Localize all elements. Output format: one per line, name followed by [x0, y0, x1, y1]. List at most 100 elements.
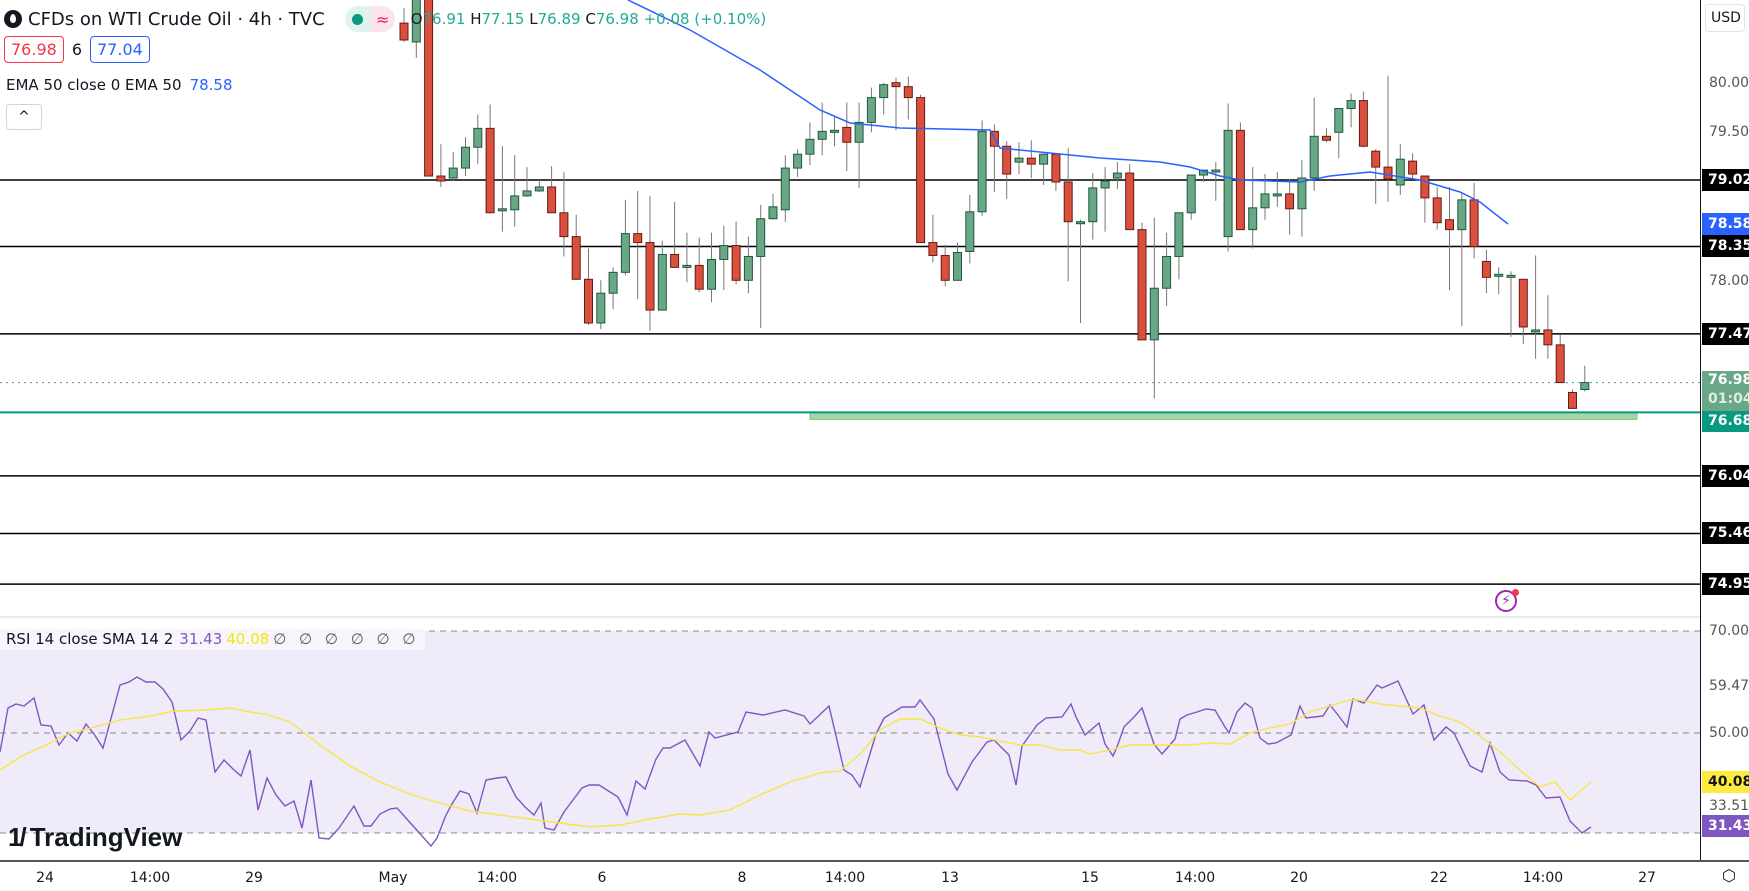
candle [1395, 158, 1405, 186]
candle [571, 236, 581, 280]
candle [817, 130, 827, 140]
candle [1420, 175, 1430, 199]
candle [473, 127, 483, 148]
candle [399, 22, 409, 41]
candle [1149, 287, 1159, 341]
candle [866, 97, 876, 123]
candle [780, 167, 790, 211]
candle [1088, 187, 1098, 223]
candle [1481, 260, 1491, 278]
candle [1248, 207, 1258, 231]
sell-button[interactable]: 76.98 [4, 36, 64, 63]
candle [1211, 169, 1221, 173]
candle [854, 121, 864, 143]
empty-values: ∅ ∅ ∅ ∅ ∅ ∅ [273, 630, 420, 648]
rsi-line [0, 676, 1592, 848]
price-label: 76.68 [1702, 410, 1749, 432]
candle [510, 195, 520, 211]
candle [891, 82, 901, 88]
time-axis[interactable]: 24 14:00 29 May 14:00 6 8 14:00 13 15 14:00 20 22 14:… [0, 860, 1749, 891]
candle [842, 126, 852, 143]
candle [1457, 199, 1467, 231]
price-change: +0.08 (+0.10%) [643, 10, 767, 28]
price-label: 79.02 [1702, 169, 1749, 191]
candle [1383, 166, 1393, 180]
candle [1285, 193, 1295, 210]
candle [1506, 274, 1516, 278]
candle [596, 292, 606, 324]
market-status-pill[interactable]: ≈ [344, 6, 395, 32]
flash-alert-icon[interactable]: ⚡ [1495, 589, 1519, 612]
candle [461, 146, 470, 169]
candle [1162, 255, 1172, 289]
main-price-pane[interactable] [0, 0, 1700, 618]
candle [682, 264, 692, 268]
candlestick-chart[interactable] [0, 0, 1700, 618]
candle [1026, 157, 1036, 165]
candle [731, 245, 741, 281]
candle [1334, 108, 1344, 133]
candle [411, 0, 421, 43]
candle [645, 242, 655, 311]
symbol-legend: CFDs on WTI Crude Oil · 4h · TVC ≈ O76.9… [4, 6, 766, 32]
candle [1322, 135, 1331, 141]
collapse-legend-button[interactable]: ^ [6, 104, 42, 130]
candle [608, 271, 618, 294]
candle [547, 186, 557, 214]
price-label: 77.47 [1702, 323, 1749, 345]
candle [1272, 193, 1282, 197]
candle [1432, 197, 1442, 224]
price-axis[interactable]: 80.00 79.50 78.00 70.00 59.47 50.00 33.51 79.02… [1700, 0, 1749, 860]
tradingview-logo[interactable]: 1/TradingView [8, 822, 183, 852]
candle [497, 208, 507, 212]
time-tick: 14:00 [129, 870, 171, 886]
candle [953, 251, 962, 281]
candle [805, 138, 815, 155]
market-open-icon [344, 6, 371, 32]
quote-row: 76.98 6 77.04 [4, 36, 150, 63]
price-label: 74.95 [1702, 573, 1749, 595]
candle [940, 254, 950, 281]
rsi-legend[interactable]: RSI 14 close SMA 14 2 31.43 40.08 ∅ ∅ ∅ ∅ ∅… [0, 628, 426, 650]
price-label: 40.08 [1702, 771, 1749, 793]
candle [1112, 172, 1122, 179]
time-tick: 15 [1081, 870, 1099, 886]
settings-gear-icon[interactable]: ⬡ [1722, 866, 1736, 885]
candle [534, 186, 544, 192]
currency-selector[interactable]: USD [1705, 4, 1745, 32]
candle [1051, 153, 1061, 183]
rsi-sma-line [0, 699, 1592, 828]
support-zone [809, 411, 1638, 420]
candle [1518, 278, 1528, 328]
time-tick: 29 [245, 870, 263, 886]
candle [1125, 172, 1135, 231]
candle [903, 86, 913, 99]
candle [928, 242, 938, 256]
rsi-chart[interactable] [0, 619, 1700, 860]
candle [1568, 392, 1577, 409]
candle [485, 127, 495, 214]
candle [1186, 174, 1196, 214]
candle [707, 258, 716, 290]
buy-button[interactable]: 77.04 [90, 36, 150, 63]
chevron-up-icon: ^ [18, 109, 30, 125]
ema-legend[interactable]: EMA 50 close 0 EMA 50 78.58 [6, 76, 233, 94]
candle [633, 233, 643, 244]
candle [1260, 193, 1270, 209]
delayed-data-icon: ≈ [370, 6, 395, 32]
symbol-title[interactable]: CFDs on WTI Crude Oil · 4h · TVC [4, 9, 325, 30]
candle [1531, 329, 1541, 333]
candle [657, 253, 667, 311]
axis-tick: 80.00 [1709, 75, 1749, 91]
candle [1346, 100, 1356, 110]
candle [1580, 382, 1590, 391]
candle [1100, 180, 1110, 189]
candle [1063, 181, 1073, 223]
candle [1137, 229, 1147, 341]
candle [830, 129, 839, 133]
time-tick: 14:00 [824, 870, 866, 886]
candle [694, 264, 704, 290]
rsi-pane[interactable] [0, 619, 1700, 860]
ema-value: 78.58 [189, 76, 233, 94]
candle [768, 206, 778, 220]
